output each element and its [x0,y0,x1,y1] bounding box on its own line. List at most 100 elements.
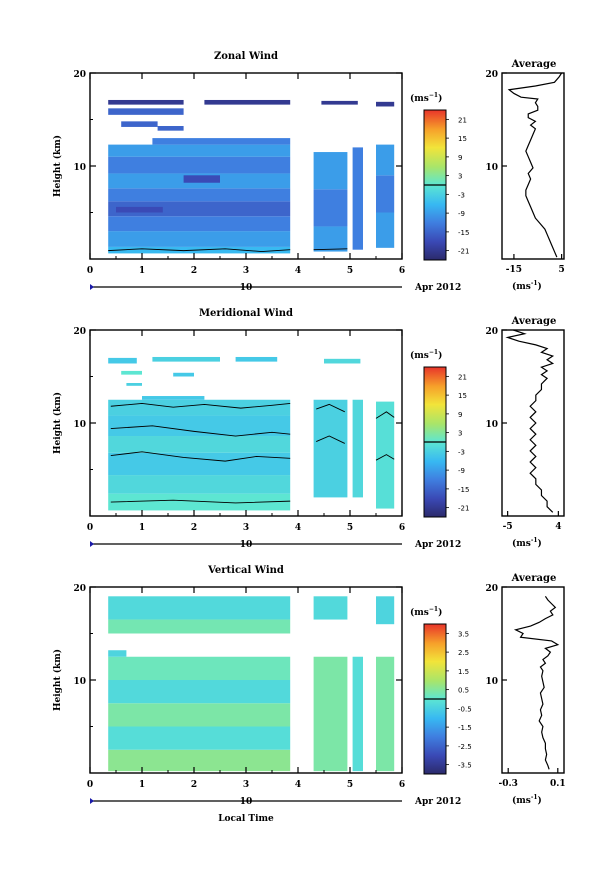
avg-x-tick-label: 5 [558,265,564,275]
avg-y-tick-label: 20 [485,584,498,594]
heatmap-cell [108,188,291,202]
heatmap-cell [126,383,142,386]
meridional-date-suffix: Apr 2012 [414,540,461,550]
heatmap-cell [121,121,158,127]
y-tick-label: 10 [73,420,86,430]
colorbar-tick-label: 3.5 [458,630,469,638]
heatmap-cell [313,152,348,190]
colorbar-tick-label: 1.5 [458,668,469,676]
heatmap-cell [313,399,348,498]
x-tick-label: 4 [295,523,301,533]
colorbar-tick-label: 0.5 [458,687,469,695]
meridional-average-panel: Average -5 4 20 10 (ms-1) [485,316,565,549]
heatmap-cell [376,101,395,107]
meridional-title: Meridional Wind [199,308,293,319]
date-marker-icon [90,798,94,804]
x-tick-label: 4 [295,266,301,276]
vertical-cb-unit: (ms−1) [410,606,442,618]
heatmap-cell [121,370,142,375]
meridional-cb-unit: (ms−1) [410,349,442,361]
x-tick-label: 1 [139,523,145,533]
vertical-date-suffix: Apr 2012 [414,797,461,807]
zonal-avg-xlabel: (ms-1) [512,280,542,292]
average-profile-line [513,595,560,770]
zonal-avg-title: Average [511,59,557,70]
zonal-contours [108,248,348,253]
zonal-cb-unit: (ms−1) [410,92,442,104]
heatmap-cell [376,596,395,625]
heatmap-cell [376,144,395,176]
heatmap-cell [376,212,395,248]
heatmap-cell [108,216,291,232]
heatmap-cell [108,493,291,511]
avg-x-tick-label: 0.1 [550,779,566,789]
x-tick-label: 4 [295,780,301,790]
x-tick-label: 5 [347,523,353,533]
avg-y-tick-label: 10 [485,677,498,687]
x-tick-label: 0 [87,266,93,276]
heatmap-cell [108,108,184,115]
heatmap-cell [376,656,395,772]
heatmap-cell [204,99,291,105]
x-tick-label: 2 [191,780,197,790]
meridional-avg-title: Average [511,316,557,327]
colorbar-tick-label: 3 [458,430,462,438]
vertical-ylabel: Height (km) [52,649,63,711]
vertical-x-ticks: 0 1 2 3 4 5 6 [87,587,405,790]
x-tick-label: 1 [139,780,145,790]
vertical-avg-title: Average [511,573,557,584]
zonal-title: Zonal Wind [214,51,278,62]
heatmap-cell [108,656,291,680]
colorbar-tick-label: 15 [458,135,467,143]
contour-line [110,499,291,504]
vertical-heatmap-cells [108,596,395,772]
meridional-date-label: 10 [240,540,253,550]
heatmap-cell [108,703,291,727]
heatmap-cell [152,356,220,362]
heatmap-cell [313,596,348,620]
vertical-avg-frame [501,586,565,774]
contour-line [316,403,345,413]
heatmap-cell [108,475,291,494]
zonal-date-suffix: Apr 2012 [414,283,461,293]
date-marker-icon [90,541,94,547]
x-tick-label: 2 [191,523,197,533]
avg-y-tick-label: 20 [485,327,498,337]
meridional-contours [110,403,395,504]
y-tick-label: 20 [73,584,86,594]
meridional-avg-frame [501,329,565,517]
avg-x-tick-label: -5 [503,522,513,532]
zonal-x-ticks: 0 1 2 3 4 5 6 [87,73,405,276]
meridional-heatmap-cells [108,356,395,511]
x-tick-label: 1 [139,266,145,276]
contour-line [375,411,395,419]
vertical-title: Vertical Wind [207,565,284,576]
colorbar-tick-label: 9 [458,411,462,419]
contour-line [375,454,395,461]
heatmap-cell [313,189,348,227]
heatmap-cell [108,749,291,772]
meridional-date-axis: 10 Apr 2012 [90,540,461,550]
x-tick-label: 3 [243,266,249,276]
x-tick-label: 3 [243,523,249,533]
avg-y-tick-label: 10 [485,163,498,173]
heatmap-cell [352,147,363,250]
colorbar-tick-label: -21 [458,505,469,513]
heatmap-cell [116,206,163,213]
contour-line [110,403,291,409]
vertical-average-panel: Average -0.3 0.1 20 10 (ms-1) [485,573,565,806]
heatmap-cell [324,358,361,364]
heatmap-cell [108,415,291,437]
heatmap-cell [157,126,184,131]
x-tick-label: 0 [87,780,93,790]
colorbar-tick-label: 9 [458,154,462,162]
x-tick-label: 5 [347,266,353,276]
zonal-heatmap-cells [108,99,395,254]
average-profile-line [507,72,563,258]
colorbar-tick-label: -0.5 [458,705,472,713]
heatmap-cell [313,656,348,772]
